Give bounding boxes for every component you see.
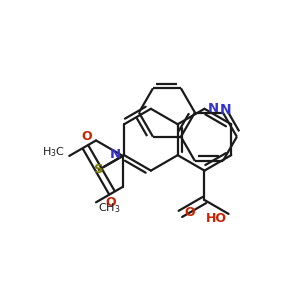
Text: CH$_3$: CH$_3$	[98, 201, 120, 214]
Text: N: N	[207, 102, 218, 115]
Text: N: N	[109, 148, 121, 161]
Text: O: O	[184, 206, 194, 219]
Text: O: O	[82, 130, 92, 143]
Text: S: S	[94, 163, 104, 176]
Text: H$_3$C: H$_3$C	[42, 146, 65, 159]
Text: O: O	[105, 196, 116, 209]
Text: N: N	[219, 103, 231, 117]
Text: HO: HO	[206, 212, 227, 225]
